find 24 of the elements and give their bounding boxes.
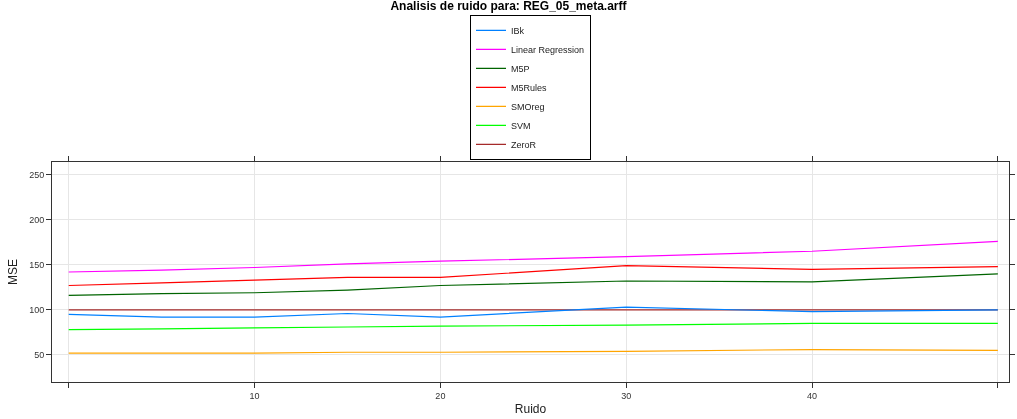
legend-label: M5P <box>511 63 530 74</box>
legend-label: SMOreg <box>511 101 545 112</box>
y-tick-label: 100 <box>29 305 45 316</box>
legend-label: M5Rules <box>511 82 548 93</box>
x-axis-title: Ruido <box>514 401 547 416</box>
line-series <box>68 265 999 287</box>
line-series <box>68 322 999 331</box>
y-tick-label: 150 <box>29 259 45 270</box>
legend-label: Linear Regression <box>511 44 585 55</box>
legend-label: IBk <box>511 25 525 36</box>
chart-title: Analisis de ruido para: REG_05_meta.arff <box>390 0 628 13</box>
line-series <box>68 306 999 318</box>
y-tick-label: 250 <box>29 169 45 180</box>
x-tick-label: 40 <box>807 390 818 401</box>
y-tick-label: 200 <box>29 214 45 225</box>
x-tick-label: 30 <box>621 390 632 401</box>
x-tick-label: 10 <box>249 390 260 401</box>
y-axis-title: MSE <box>6 258 21 286</box>
y-tick-label: 50 <box>34 350 45 361</box>
x-tick-label: 20 <box>435 390 446 401</box>
legend-label: SVM <box>511 120 531 131</box>
legend-label: ZeroR <box>511 139 537 150</box>
line-series <box>68 273 999 297</box>
line-series <box>68 240 999 273</box>
